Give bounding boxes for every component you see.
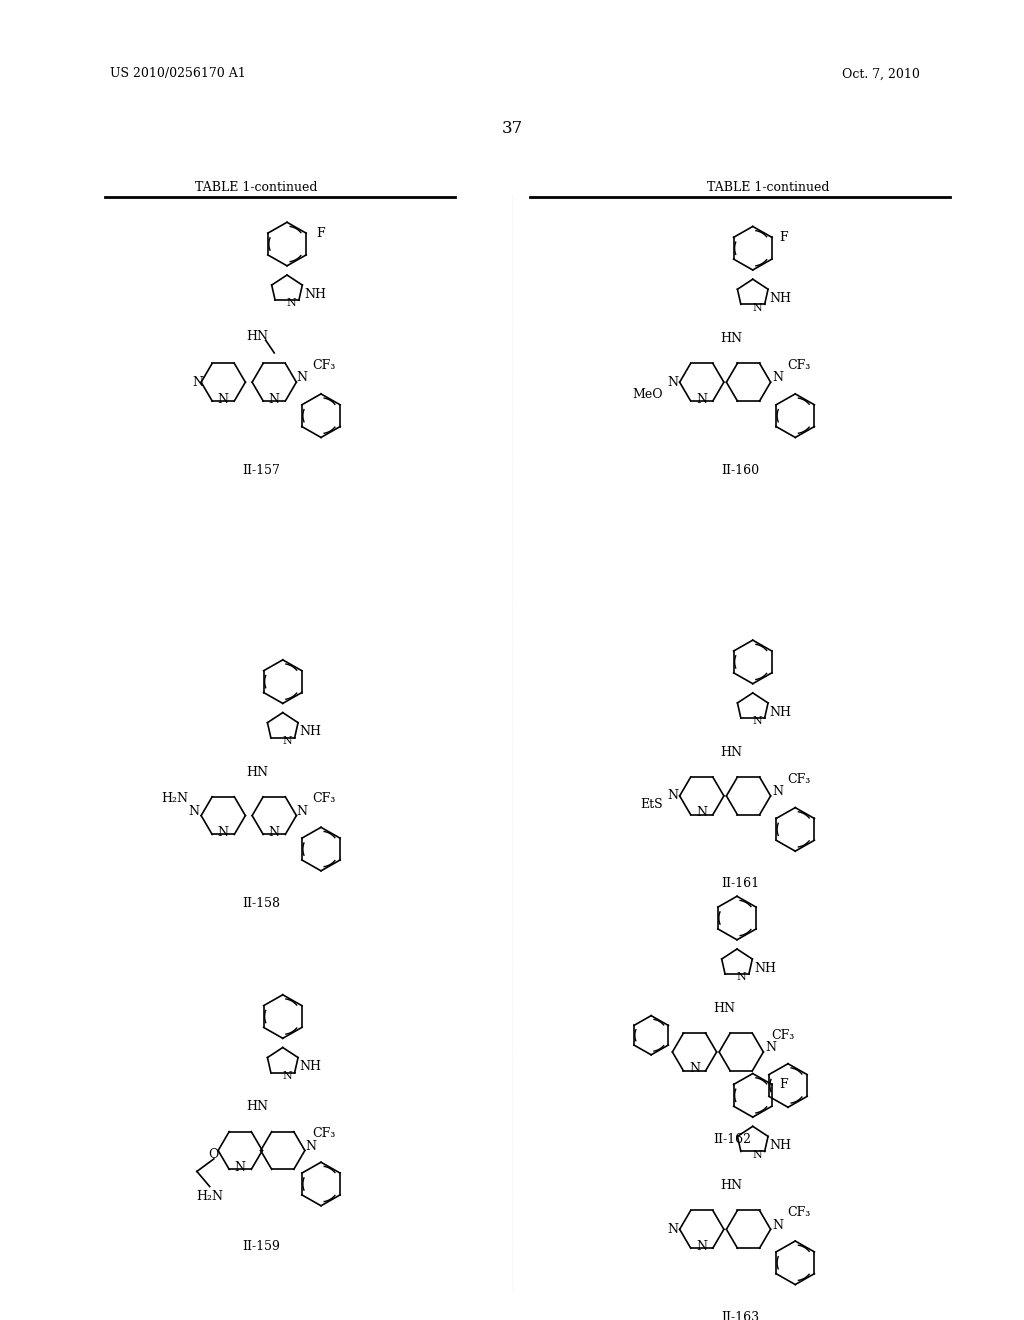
Text: N: N — [696, 1239, 708, 1253]
Text: N: N — [268, 393, 280, 407]
Text: NH: NH — [770, 706, 792, 718]
Text: II-162: II-162 — [714, 1134, 752, 1146]
Text: N: N — [191, 376, 203, 388]
Text: HN: HN — [721, 746, 742, 759]
Text: F: F — [779, 231, 787, 244]
Text: II-158: II-158 — [243, 898, 281, 909]
Text: TABLE 1-continued: TABLE 1-continued — [195, 181, 317, 194]
Text: N: N — [667, 789, 678, 803]
Text: N: N — [752, 717, 762, 726]
Text: N: N — [296, 805, 307, 818]
Text: N: N — [752, 302, 762, 313]
Text: N: N — [287, 298, 296, 309]
Text: HN: HN — [246, 330, 268, 343]
Text: Oct. 7, 2010: Oct. 7, 2010 — [842, 67, 920, 81]
Text: N: N — [689, 1063, 700, 1076]
Text: N: N — [696, 807, 708, 820]
Text: H₂N: H₂N — [197, 1191, 223, 1203]
Text: F: F — [315, 227, 325, 240]
Text: N: N — [772, 1218, 783, 1232]
Text: N: N — [218, 393, 228, 407]
Text: N: N — [283, 737, 292, 746]
Text: HN: HN — [714, 1002, 735, 1015]
Text: NH: NH — [300, 726, 322, 738]
Text: N: N — [305, 1139, 315, 1152]
Text: N: N — [772, 785, 783, 799]
Text: N: N — [772, 371, 783, 384]
Text: HN: HN — [721, 1179, 742, 1192]
Text: CF₃: CF₃ — [312, 792, 336, 805]
Text: TABLE 1-continued: TABLE 1-continued — [707, 181, 829, 194]
Text: II-157: II-157 — [243, 463, 281, 477]
Text: NH: NH — [754, 962, 776, 974]
Text: N: N — [765, 1041, 776, 1055]
Text: N: N — [752, 1150, 762, 1160]
Text: MeO: MeO — [632, 388, 663, 401]
Text: N: N — [296, 371, 307, 384]
Text: N: N — [234, 1160, 246, 1173]
Text: NH: NH — [300, 1060, 322, 1073]
Text: CF₃: CF₃ — [786, 1206, 810, 1220]
Text: CF₃: CF₃ — [312, 359, 336, 372]
Text: N: N — [667, 376, 678, 388]
Text: CF₃: CF₃ — [312, 1127, 336, 1140]
Text: II-159: II-159 — [243, 1241, 281, 1253]
Text: N: N — [218, 826, 228, 840]
Text: O: O — [209, 1148, 219, 1162]
Text: EtS: EtS — [640, 797, 663, 810]
Text: H₂N: H₂N — [162, 792, 188, 805]
Text: N: N — [696, 392, 708, 405]
Text: 37: 37 — [502, 120, 522, 136]
Text: US 2010/0256170 A1: US 2010/0256170 A1 — [110, 67, 246, 81]
Text: CF₃: CF₃ — [786, 772, 810, 785]
Text: N: N — [283, 1071, 292, 1081]
Text: II-163: II-163 — [721, 1311, 759, 1320]
Text: CF₃: CF₃ — [771, 1028, 795, 1041]
Text: II-161: II-161 — [721, 878, 759, 890]
Text: N: N — [736, 973, 746, 982]
Text: II-160: II-160 — [721, 463, 759, 477]
Text: HN: HN — [246, 1101, 268, 1114]
Text: N: N — [268, 826, 280, 840]
Text: N: N — [188, 805, 200, 818]
Text: NH: NH — [770, 292, 792, 305]
Text: F: F — [779, 1078, 787, 1090]
Text: HN: HN — [246, 766, 268, 779]
Text: HN: HN — [721, 333, 742, 345]
Text: NH: NH — [770, 1139, 792, 1152]
Text: N: N — [667, 1222, 678, 1236]
Text: NH: NH — [304, 288, 326, 301]
Text: CF₃: CF₃ — [786, 359, 810, 372]
